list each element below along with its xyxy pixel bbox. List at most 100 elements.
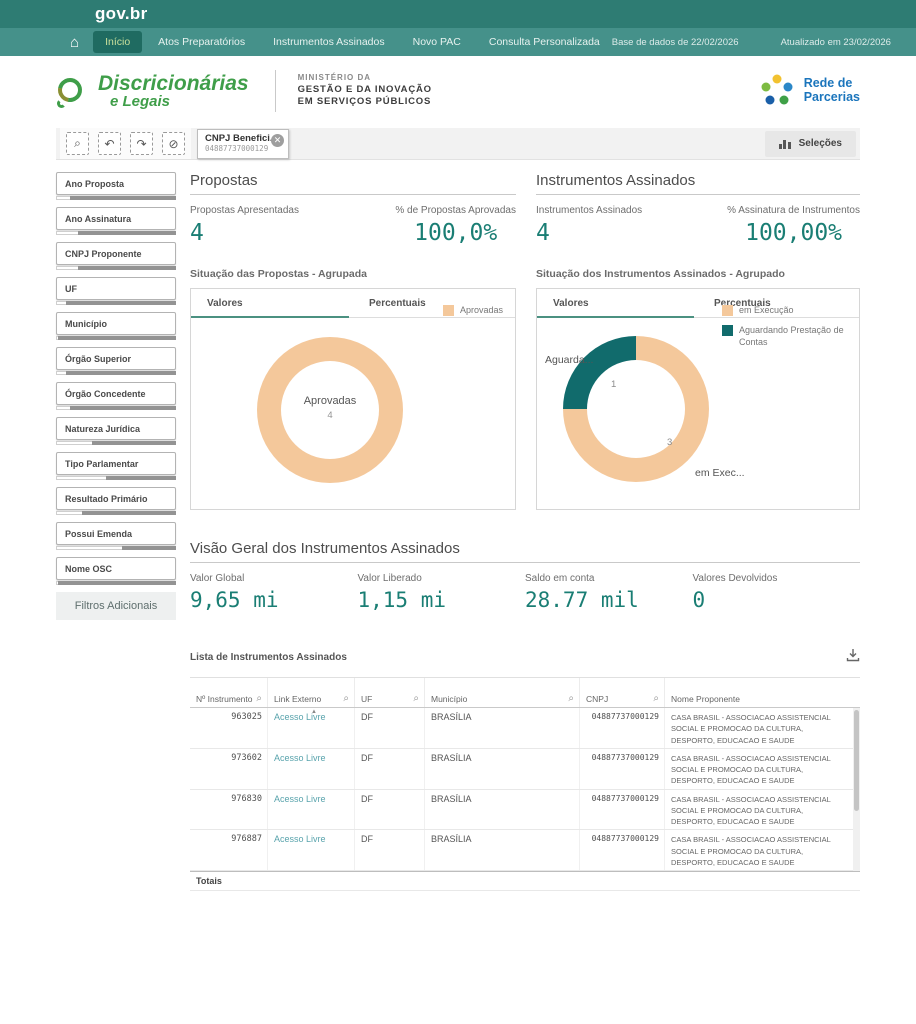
column-header-uf[interactable]: UF ⌕: [355, 678, 425, 707]
state-excluded-segment: [65, 371, 176, 375]
section-propostas: Propostas Propostas Apresentadas 4 % de …: [190, 172, 516, 510]
state-excluded-segment: [58, 581, 176, 585]
nav-item-inicio[interactable]: Início: [93, 31, 143, 53]
step-forward-icon[interactable]: ↷: [130, 132, 153, 155]
filter-button-tipo-parlamentar[interactable]: Tipo Parlamentar: [56, 452, 176, 475]
filter-button-possui-emenda[interactable]: Possui Emenda: [56, 522, 176, 545]
filter-button-orgao-superior[interactable]: Órgão Superior: [56, 347, 176, 370]
download-icon[interactable]: [846, 648, 860, 667]
donut-instrumentos[interactable]: [563, 336, 709, 482]
govbr-topbar: gov.br: [0, 0, 916, 28]
column-label: Nome Proponente: [671, 694, 740, 704]
nav-item-consulta-personalizada[interactable]: Consulta Personalizada: [488, 36, 600, 48]
column-label: UF: [361, 694, 373, 704]
search-icon[interactable]: ⌕: [568, 693, 574, 704]
selection-tools: ⌕ ↶ ↷ ⊘: [60, 128, 191, 159]
donut-propostas[interactable]: Aprovadas 4: [257, 337, 403, 483]
column-header-link-externo[interactable]: Link Externo ⌕ ▲: [268, 678, 355, 715]
nav-item-instrumentos-assinados[interactable]: Instrumentos Assinados: [273, 36, 385, 48]
filter-state-bar: [56, 476, 176, 480]
search-icon[interactable]: ⌕: [66, 132, 89, 155]
donut0-center-label: Aprovadas: [303, 395, 357, 407]
column-header-n-instrumento[interactable]: Nº Instrumento ⌕: [190, 678, 268, 707]
filtros-adicionais-button[interactable]: Filtros Adicionais: [56, 592, 176, 620]
state-excluded-segment: [77, 231, 176, 235]
state-excluded-segment: [82, 511, 176, 515]
filter-button-ano-proposta[interactable]: Ano Proposta: [56, 172, 176, 195]
filter-button-uf[interactable]: UF: [56, 277, 176, 300]
step-back-icon[interactable]: ↶: [98, 132, 121, 155]
sort-ascending-icon: ▲: [311, 709, 317, 715]
filter-ano-assinatura: Ano Assinatura: [56, 207, 176, 235]
close-icon[interactable]: ✕: [271, 133, 284, 147]
magnifier-swirl-icon: [53, 73, 90, 108]
filter-orgao-concedente: Órgão Concedente: [56, 382, 176, 410]
state-clear-segment: [56, 231, 78, 235]
chip-title: CNPJ Benefici...: [205, 132, 278, 144]
legend-item-aguardando-prestacao-de-contas[interactable]: Aguardando Prestação de Contas: [722, 324, 847, 348]
column-label: Nº Instrumento: [196, 694, 253, 704]
kpi-instrumentos-assinados: Instrumentos Assinados 4: [536, 205, 643, 246]
search-icon[interactable]: ⌕: [653, 693, 659, 704]
nav-item-atos-preparatorios[interactable]: Atos Preparatórios: [158, 36, 246, 48]
legend-item-aprovadas[interactable]: Aprovadas: [442, 304, 503, 316]
instrumentos-title: Instrumentos Assinados: [536, 172, 860, 195]
home-icon[interactable]: ⌂: [70, 33, 80, 51]
nav-item-novo-pac[interactable]: Novo PAC: [412, 36, 461, 48]
state-clear-segment: [56, 336, 59, 340]
cell-numero-instrumento: 976887: [190, 830, 268, 870]
rede-parcerias-logo: Rede de Parcerias: [758, 72, 860, 110]
cell-link-externo[interactable]: Acesso Livre: [268, 708, 355, 748]
table-row: 963025 Acesso Livre DF BRASÍLIA 048877370001…: [190, 708, 860, 749]
chart0-legend: Aprovadas: [442, 304, 503, 324]
search-icon[interactable]: ⌕: [343, 693, 349, 704]
column-header-nome-proponente[interactable]: Nome Proponente: [665, 678, 853, 707]
state-excluded-segment: [92, 441, 176, 445]
cell-nome-proponente: CASA BRASIL - ASSOCIACAO ASSISTENCIAL SO…: [671, 713, 831, 745]
filter-button-resultado-primario[interactable]: Resultado Primário: [56, 487, 176, 510]
tab-valores[interactable]: Valores: [191, 289, 353, 318]
selection-chip-cnpj[interactable]: CNPJ Benefici... 04887737000129 ✕: [197, 128, 289, 159]
filter-button-ano-assinatura[interactable]: Ano Assinatura: [56, 207, 176, 230]
kpi-propostas-aprovadas-pct: % de Propostas Aprovadas 100,0%: [395, 205, 516, 246]
state-excluded-segment: [58, 336, 176, 340]
tab-valores[interactable]: Valores: [537, 289, 698, 318]
column-label: Município: [431, 694, 468, 704]
cell-nome-proponente: CASA BRASIL - ASSOCIACAO ASSISTENCIAL SO…: [671, 794, 831, 827]
kpi-saldo-em-conta: Saldo em conta 28.77 mil: [525, 573, 639, 612]
partner-line2: Parcerias: [803, 90, 860, 104]
column-header-cnpj[interactable]: CNPJ ⌕: [580, 678, 665, 707]
search-icon[interactable]: ⌕: [256, 693, 262, 704]
filter-button-natureza-juridica[interactable]: Natureza Jurídica: [56, 417, 176, 440]
filter-button-nome-osc[interactable]: Nome OSC: [56, 557, 176, 580]
tab-percentuais[interactable]: Percentuais: [714, 297, 771, 309]
state-clear-segment: [56, 371, 66, 375]
main-navbar: ⌂ Início Atos Preparatórios Instrumentos A…: [0, 28, 916, 56]
filter-button-cnpj-proponente[interactable]: CNPJ Proponente: [56, 242, 176, 265]
filter-uf: UF: [56, 277, 176, 305]
cell-cnpj: 04887737000129: [580, 708, 665, 748]
scrollbar-thumb[interactable]: [854, 710, 859, 812]
cell-link-externo[interactable]: Acesso Livre: [268, 830, 355, 870]
table-scrollbar[interactable]: [853, 708, 860, 871]
selections-button[interactable]: Seleções: [764, 130, 856, 157]
cell-nome-proponente: CASA BRASIL - ASSOCIACAO ASSISTENCIAL SO…: [671, 753, 831, 786]
cell-link-externo[interactable]: Acesso Livre: [268, 748, 355, 789]
filter-button-orgao-concedente[interactable]: Órgão Concedente: [56, 382, 176, 405]
cell-link-externo[interactable]: Acesso Livre: [268, 789, 355, 830]
legend-item-em-execucao[interactable]: em Execução: [722, 304, 847, 316]
column-header-municipio[interactable]: Município ⌕: [425, 678, 580, 707]
clear-selections-icon[interactable]: ⊘: [162, 132, 185, 155]
discricionarias-logo: Discricionárias e Legais: [53, 73, 249, 109]
cell-uf: DF: [355, 708, 425, 748]
filter-button-municipio[interactable]: Município: [56, 312, 176, 335]
nav-items: Início Atos Preparatórios Instrumentos Ass…: [93, 31, 612, 53]
ministry-line1: MINISTÉRIO DA: [297, 72, 372, 82]
filter-state-bar: [56, 581, 176, 585]
tab-percentuais[interactable]: Percentuais: [369, 297, 426, 309]
state-excluded-segment: [77, 266, 176, 270]
search-icon[interactable]: ⌕: [413, 693, 419, 704]
table-totals-row: Totais: [190, 871, 860, 891]
filter-state-bar: [56, 336, 176, 340]
state-excluded-segment: [65, 301, 176, 305]
